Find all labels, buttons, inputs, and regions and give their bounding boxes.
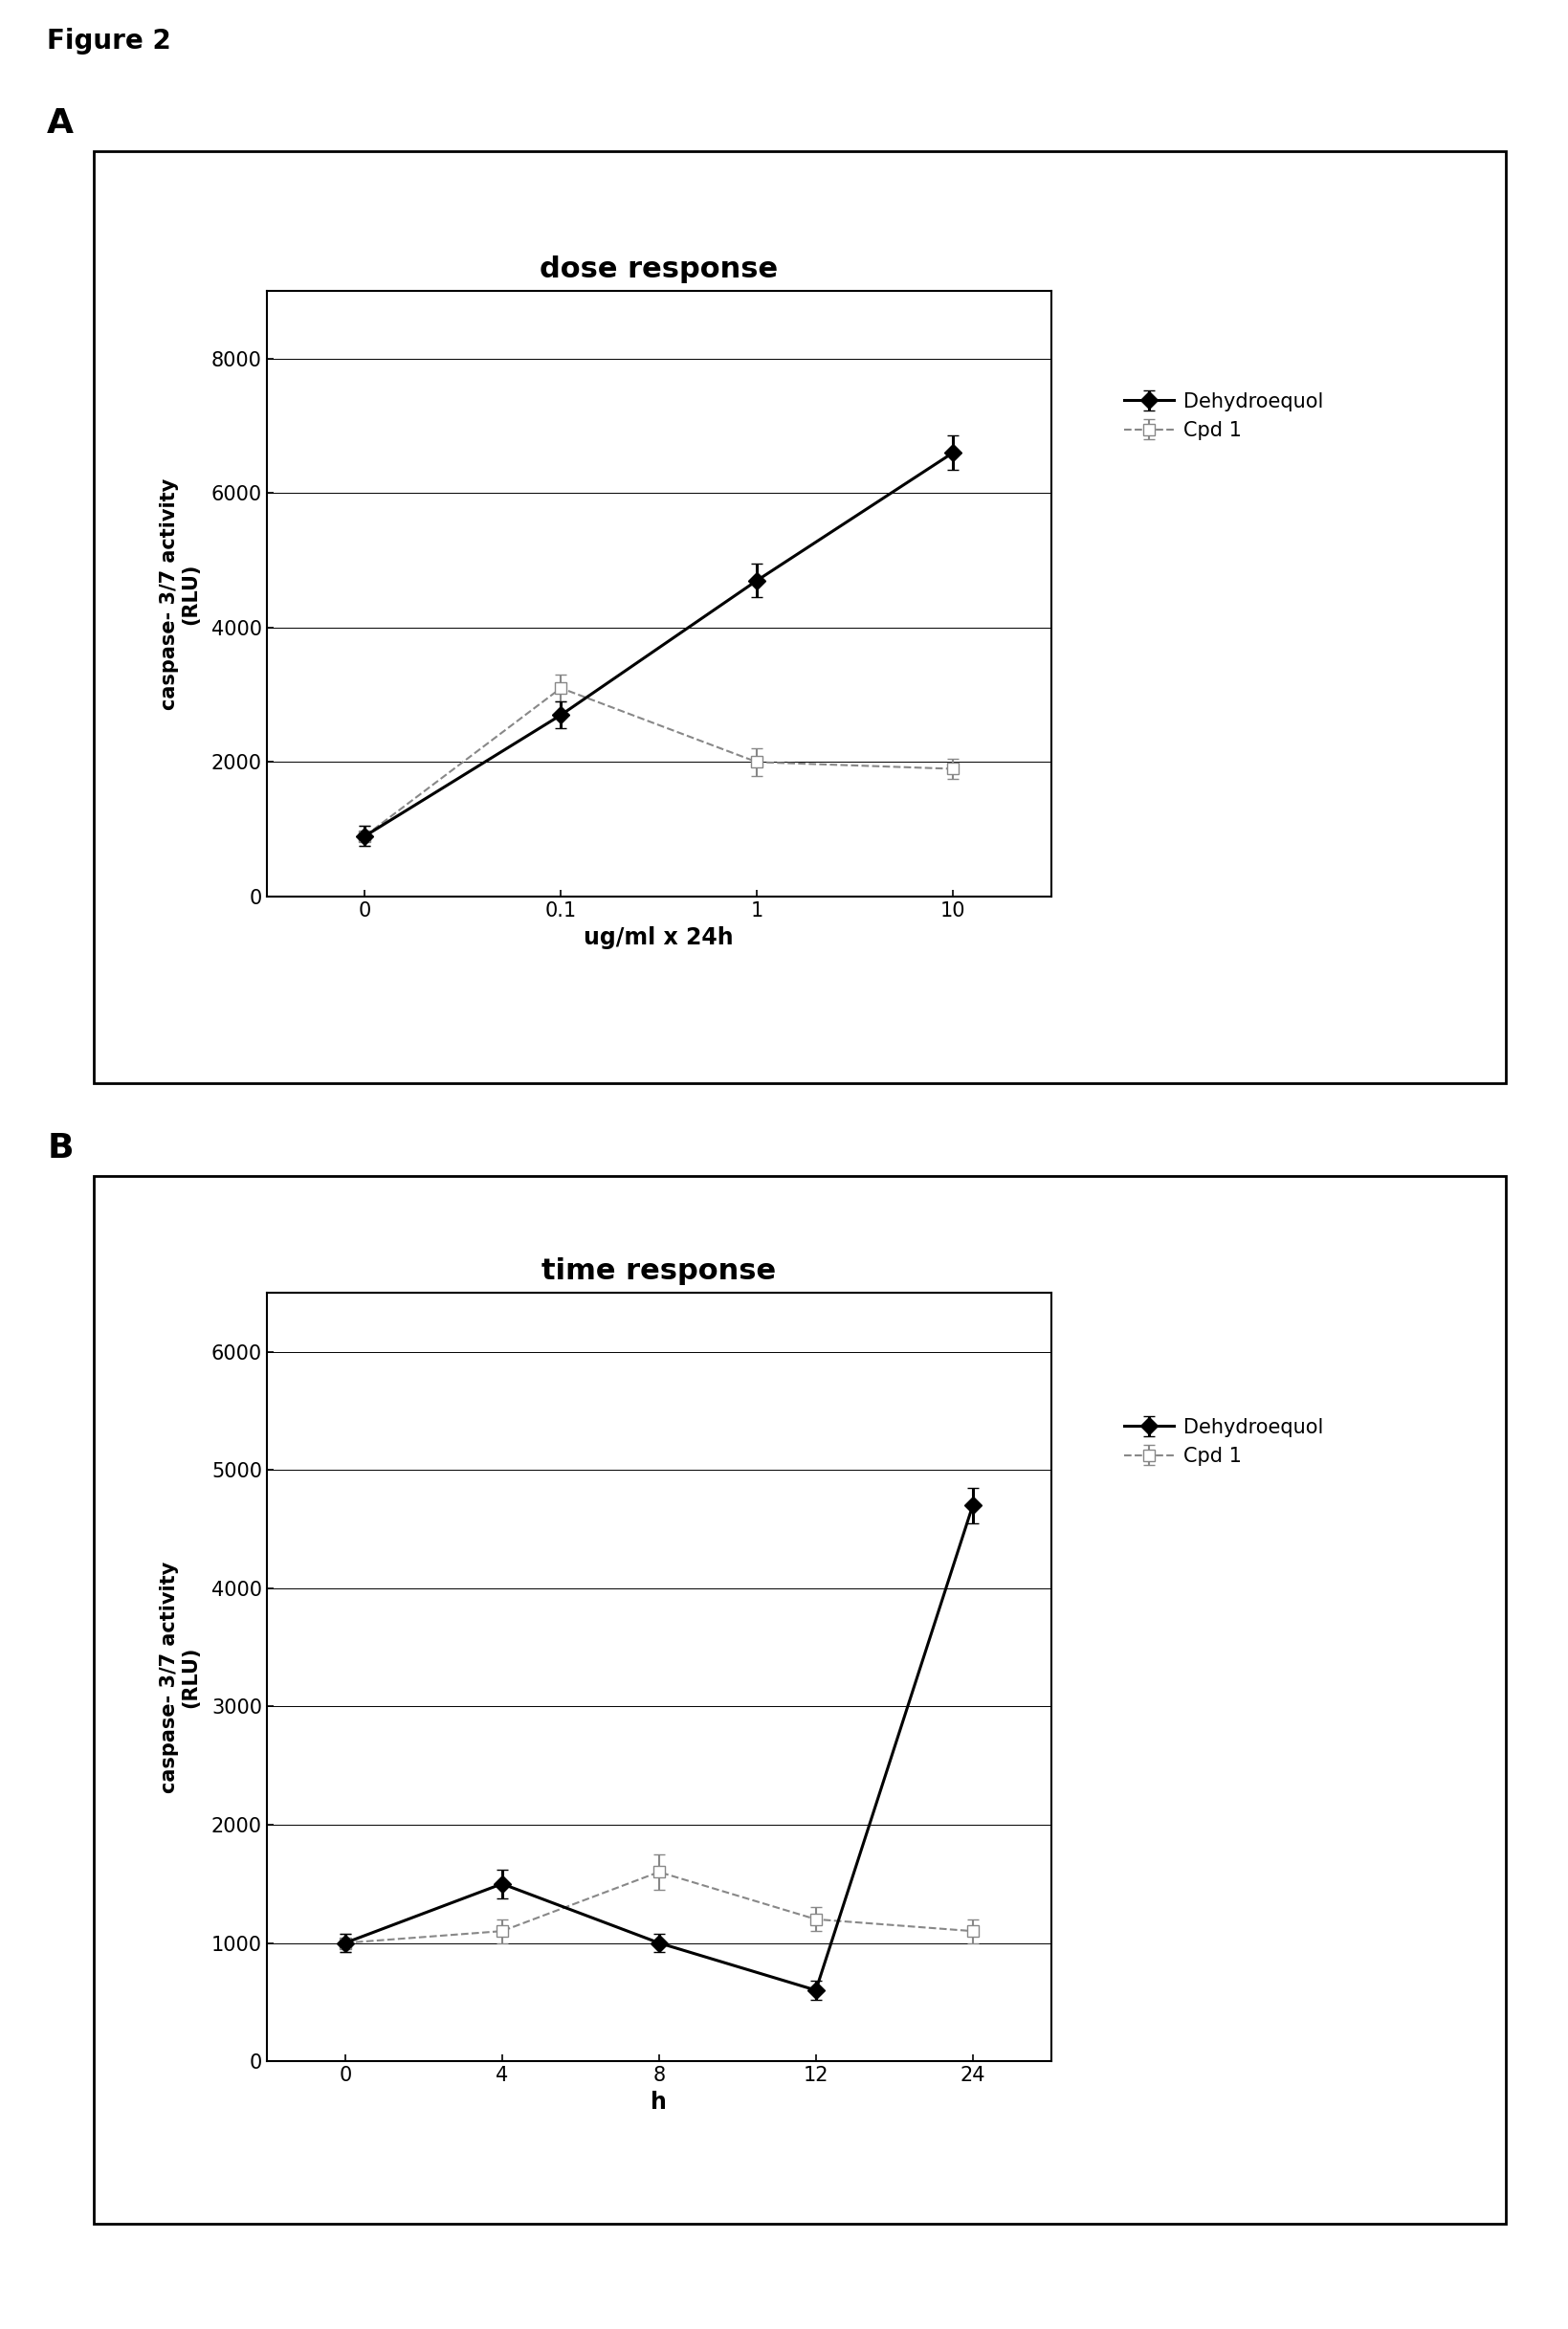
Y-axis label: caspase- 3/7 activity
(RLU): caspase- 3/7 activity (RLU) xyxy=(160,477,201,710)
Text: A: A xyxy=(47,107,74,140)
Legend: Dehydroequol, Cpd 1: Dehydroequol, Cpd 1 xyxy=(1123,391,1323,440)
Title: dose response: dose response xyxy=(539,256,778,284)
Text: Figure 2: Figure 2 xyxy=(47,28,171,56)
X-axis label: h: h xyxy=(651,2089,666,2112)
Y-axis label: caspase- 3/7 activity
(RLU): caspase- 3/7 activity (RLU) xyxy=(160,1560,201,1793)
Text: B: B xyxy=(47,1132,74,1164)
X-axis label: ug/ml x 24h: ug/ml x 24h xyxy=(583,925,734,948)
Legend: Dehydroequol, Cpd 1: Dehydroequol, Cpd 1 xyxy=(1123,1418,1323,1465)
Title: time response: time response xyxy=(541,1258,776,1286)
